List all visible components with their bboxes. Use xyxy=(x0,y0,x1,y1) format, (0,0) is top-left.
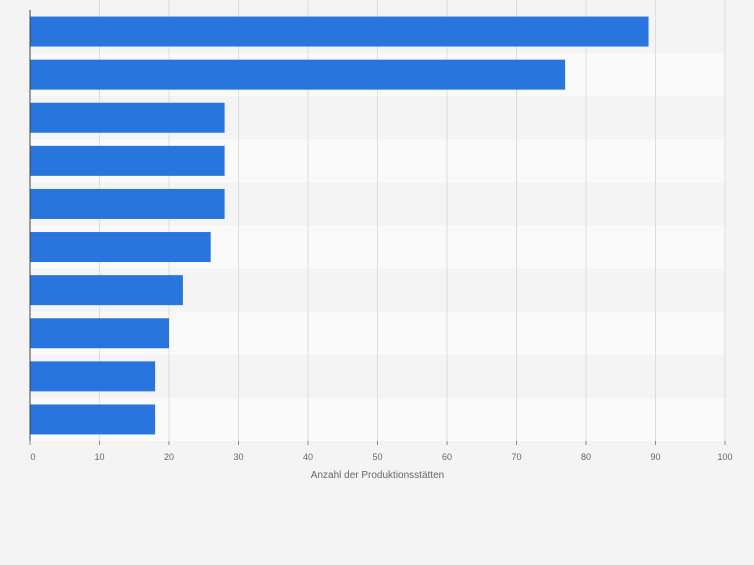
bar[interactable] xyxy=(30,361,156,392)
x-tick-label: 10 xyxy=(94,452,104,462)
x-tick-label: 100 xyxy=(717,452,732,462)
x-tick-label: 40 xyxy=(303,452,313,462)
bar[interactable] xyxy=(30,102,225,133)
x-tick-label: 80 xyxy=(581,452,591,462)
x-tick-label: 20 xyxy=(164,452,174,462)
bar[interactable] xyxy=(30,232,211,263)
bar[interactable] xyxy=(30,188,225,219)
x-tick-label: 30 xyxy=(233,452,243,462)
x-tick-label: 0 xyxy=(30,452,35,462)
x-tick-label: 70 xyxy=(511,452,521,462)
x-tick-label: 60 xyxy=(442,452,452,462)
bar[interactable] xyxy=(30,275,183,306)
bar[interactable] xyxy=(30,404,156,435)
bar[interactable] xyxy=(30,145,225,176)
x-axis-title: Anzahl der Produktionsstätten xyxy=(311,470,444,481)
x-tick-label: 50 xyxy=(372,452,382,462)
bar[interactable] xyxy=(30,318,169,349)
bar[interactable] xyxy=(30,59,566,90)
x-tick-label: 90 xyxy=(650,452,660,462)
bar[interactable] xyxy=(30,16,649,47)
